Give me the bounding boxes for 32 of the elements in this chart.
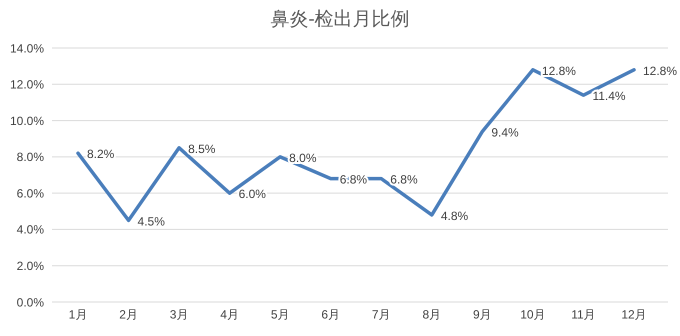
- y-tick-label: 10.0%: [10, 114, 44, 128]
- data-label: 4.8%: [440, 208, 468, 223]
- x-tick-label: 4月: [220, 308, 239, 322]
- chart-title: 鼻炎-检出月比例: [269, 8, 411, 32]
- data-label: 9.4%: [491, 125, 520, 140]
- x-tick-label: 9月: [473, 308, 492, 322]
- data-label: 12.8%: [643, 64, 678, 78]
- x-tick-label: 5月: [270, 308, 290, 322]
- data-label: 11.4%: [592, 89, 626, 104]
- y-tick-label: 8.0%: [16, 150, 44, 164]
- x-tick-label: 3月: [170, 308, 188, 322]
- data-label: 8.5%: [188, 142, 216, 156]
- data-label: 8.0%: [289, 150, 317, 165]
- x-tick-label: 7月: [372, 308, 391, 322]
- data-label: 8.2%: [87, 147, 115, 162]
- y-tick-label: 14.0%: [10, 41, 44, 56]
- data-label: 6.8%: [390, 172, 418, 187]
- y-tick-label: 6.0%: [16, 186, 44, 200]
- data-label: 4.5%: [138, 214, 166, 228]
- x-tick-label: 6月: [321, 308, 340, 322]
- y-tick-label: 12.0%: [10, 78, 44, 92]
- x-tick-label: 11月: [571, 308, 596, 322]
- x-tick-label: 1月: [68, 308, 88, 322]
- data-label: 6.0%: [238, 187, 266, 202]
- x-tick-label: 12月: [621, 308, 647, 322]
- x-tick-label: 2月: [119, 308, 138, 322]
- y-tick-label: 0.0%: [16, 295, 44, 310]
- y-tick-label: 2.0%: [16, 258, 44, 273]
- y-tick-label: 4.0%: [16, 222, 44, 237]
- data-label: 12.8%: [542, 64, 576, 78]
- x-tick-label: 10月: [520, 308, 546, 322]
- x-tick-label: 8月: [422, 308, 442, 322]
